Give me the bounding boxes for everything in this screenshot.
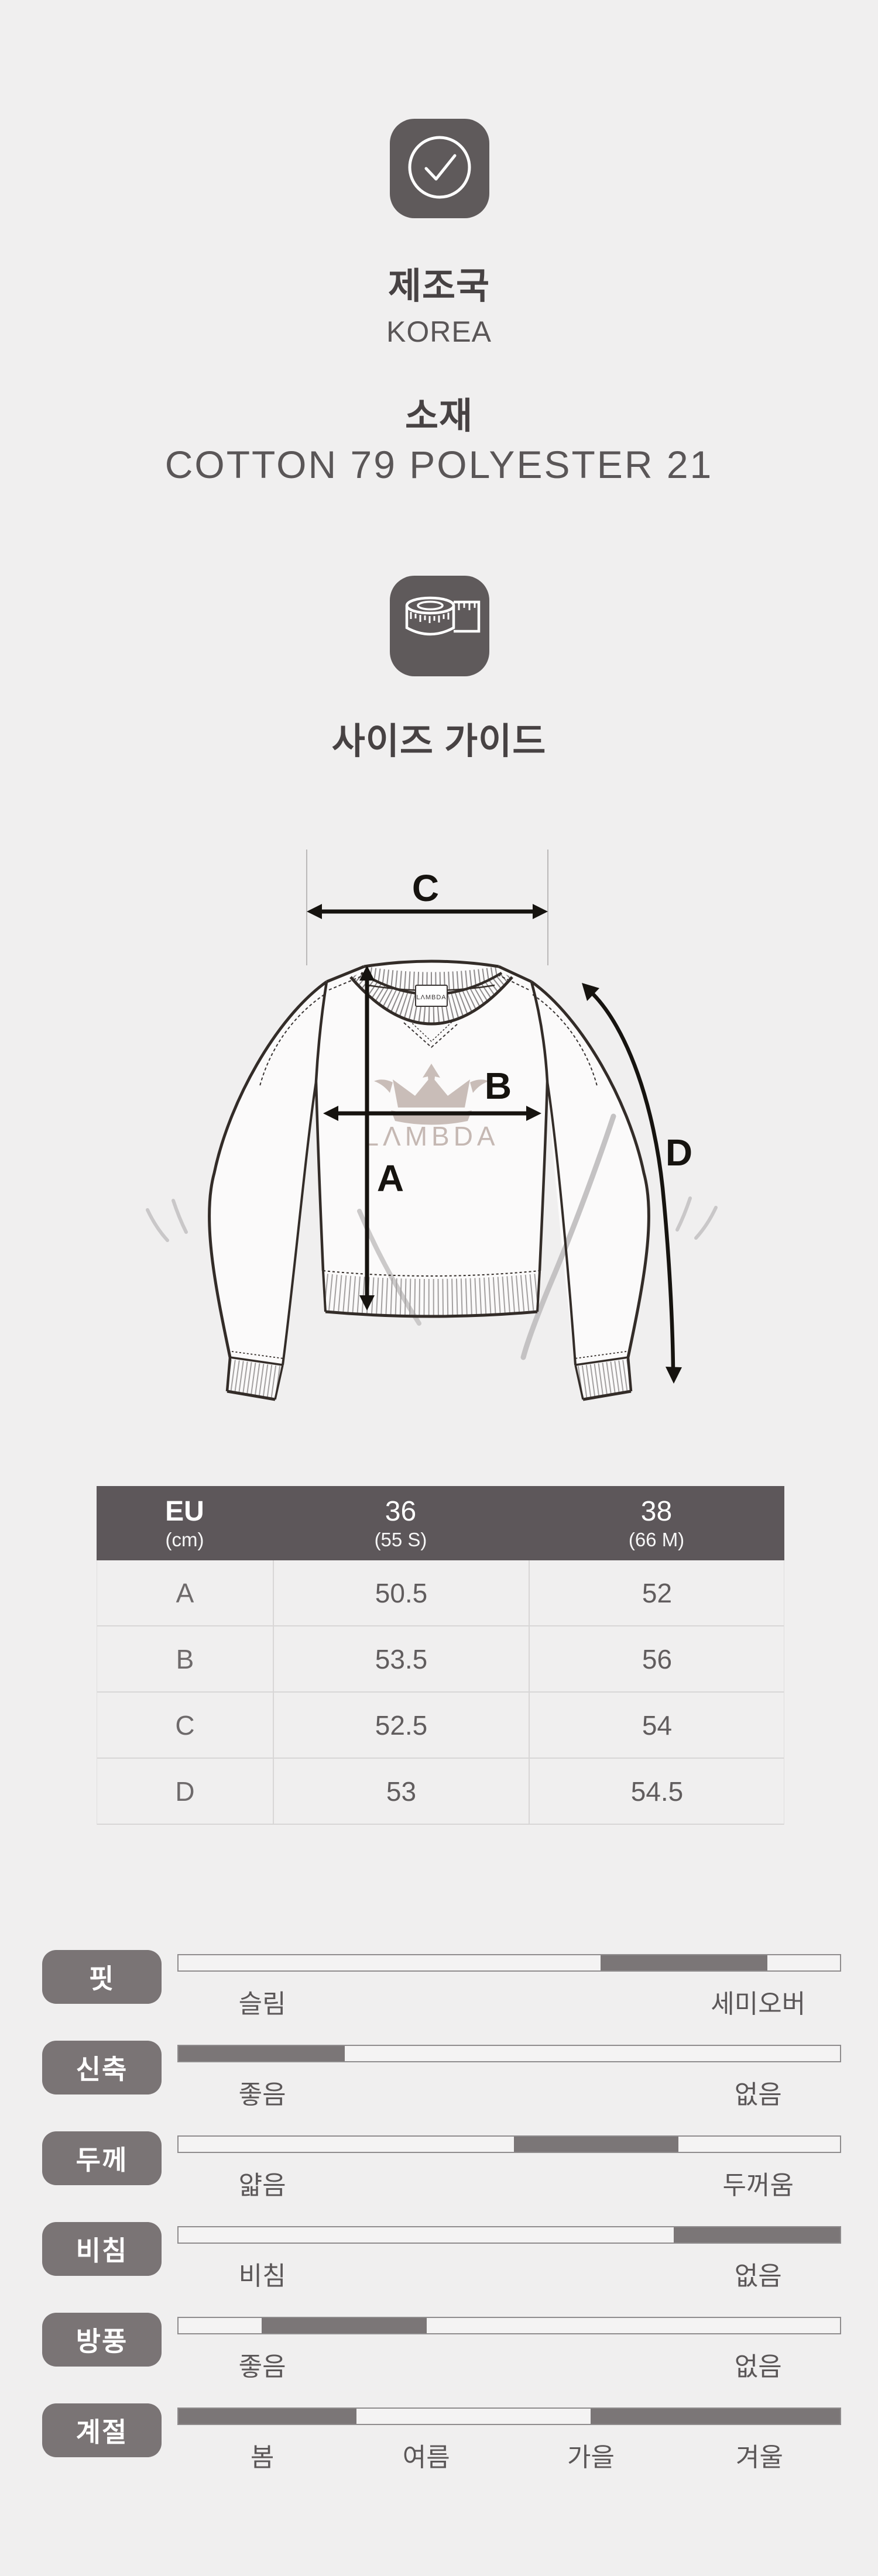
measure-label-c: C bbox=[412, 867, 439, 909]
measure-label-a: A bbox=[377, 1157, 404, 1199]
table-row: C 52.5 54 bbox=[97, 1693, 784, 1759]
scale-label: 가을 bbox=[567, 2443, 615, 2472]
attribute-scale-bar bbox=[177, 2226, 841, 2244]
attribute-row: 비침 비침 없음 bbox=[0, 2222, 878, 2311]
scale-label: 봄 bbox=[250, 2443, 275, 2472]
row-value: 56 bbox=[529, 1626, 784, 1691]
material-title: 소재 bbox=[404, 396, 474, 436]
material-value: COTTON 79 POLYESTER 21 bbox=[164, 443, 714, 486]
scale-label: 두꺼움 bbox=[722, 2171, 794, 2200]
size-table-region: EU bbox=[165, 1495, 204, 1527]
size-table-unit-cell: EU (cm) bbox=[97, 1486, 273, 1560]
measure-c-arrow bbox=[306, 850, 548, 965]
attribute-scale-bar bbox=[177, 2408, 841, 2425]
size-value: 38 bbox=[640, 1495, 673, 1527]
row-value: 53 bbox=[273, 1759, 529, 1824]
measure-label-b: B bbox=[485, 1065, 512, 1107]
neck-tag-text: LΛMBDA bbox=[416, 994, 446, 1001]
measure-d-arrow bbox=[582, 983, 682, 1384]
row-label: C bbox=[175, 1710, 195, 1741]
size-table: EU (cm) 36 (55 S) 38 (66 M) A 50.5 52 B 53.5… bbox=[97, 1486, 784, 1825]
measure-label-d: D bbox=[666, 1131, 692, 1174]
attribute-label: 계절 bbox=[42, 2403, 162, 2457]
row-label: A bbox=[176, 1577, 194, 1608]
scale-label: 얇음 bbox=[238, 2171, 286, 2200]
row-label: D bbox=[175, 1776, 195, 1807]
neck-tag: LΛMBDA bbox=[415, 985, 448, 1007]
scale-label: 세미오버 bbox=[711, 1990, 806, 2018]
row-value: 54.5 bbox=[529, 1759, 784, 1824]
size-table-unit: (cm) bbox=[165, 1528, 204, 1550]
attribute-label: 핏 bbox=[42, 1950, 162, 2004]
size-table-body: A 50.5 52 B 53.5 56 C 52.5 54 D 53 54.5 bbox=[97, 1560, 784, 1825]
attribute-scale-bar bbox=[177, 2135, 841, 2153]
attribute-label: 신축 bbox=[42, 2041, 162, 2094]
attribute-scale-bar bbox=[177, 2317, 841, 2334]
table-row: B 53.5 56 bbox=[97, 1626, 784, 1693]
size-table-col-38: 38 (66 M) bbox=[529, 1486, 784, 1560]
scale-fill-segment bbox=[179, 2046, 345, 2061]
table-row: D 53 54.5 bbox=[97, 1759, 784, 1825]
table-row: A 50.5 52 bbox=[97, 1560, 784, 1626]
size-alt: (66 M) bbox=[628, 1528, 685, 1550]
scale-label: 슬림 bbox=[238, 1990, 286, 2018]
scale-label: 좋음 bbox=[238, 2080, 286, 2109]
size-table-header: EU (cm) 36 (55 S) 38 (66 M) bbox=[97, 1486, 784, 1560]
attribute-label: 비침 bbox=[42, 2222, 162, 2276]
origin-title: 제조국 bbox=[387, 266, 491, 307]
check-circle-icon bbox=[389, 118, 490, 219]
attribute-label: 방풍 bbox=[42, 2313, 162, 2367]
row-value: 52.5 bbox=[273, 1693, 529, 1758]
scale-label: 비침 bbox=[238, 2262, 286, 2290]
size-alt: (55 S) bbox=[374, 1528, 427, 1550]
scale-label: 여름 bbox=[402, 2443, 450, 2472]
size-value: 36 bbox=[385, 1495, 417, 1527]
scale-fill-segment bbox=[513, 2137, 679, 2152]
scale-fill-segment bbox=[590, 2409, 840, 2424]
scale-label: 좋음 bbox=[238, 2353, 286, 2381]
row-value: 52 bbox=[529, 1560, 784, 1625]
scale-fill-segment bbox=[600, 1955, 767, 1970]
size-diagram: LΛMBDA bbox=[146, 850, 718, 1401]
scale-label: 겨울 bbox=[736, 2443, 783, 2472]
scale-fill-segment bbox=[674, 2227, 840, 2243]
scale-fill-segment bbox=[262, 2318, 427, 2333]
origin-value: KOREA bbox=[386, 315, 492, 348]
scale-label: 없음 bbox=[734, 2262, 782, 2290]
attribute-scale-bar bbox=[177, 1954, 841, 1972]
scale-label: 없음 bbox=[734, 2353, 782, 2381]
scale-fill-segment bbox=[179, 2409, 356, 2424]
scale-label: 없음 bbox=[734, 2080, 782, 2109]
attribute-label: 두께 bbox=[42, 2131, 162, 2185]
attribute-scale-bar bbox=[177, 2045, 841, 2062]
row-label: B bbox=[176, 1643, 194, 1674]
size-table-col-36: 36 (55 S) bbox=[273, 1486, 529, 1560]
measuring-tape-icon bbox=[389, 575, 490, 676]
measure-b-arrow bbox=[323, 1106, 541, 1121]
row-value: 53.5 bbox=[273, 1626, 529, 1691]
sweater-illustration: LΛMBDA bbox=[146, 959, 718, 1401]
row-value: 50.5 bbox=[273, 1560, 529, 1625]
size-guide-title: 사이즈 가이드 bbox=[331, 721, 547, 762]
measure-a-arrow bbox=[359, 965, 375, 1311]
row-value: 54 bbox=[529, 1693, 784, 1758]
brand-watermark-text: LΛMBDA bbox=[363, 1121, 499, 1151]
